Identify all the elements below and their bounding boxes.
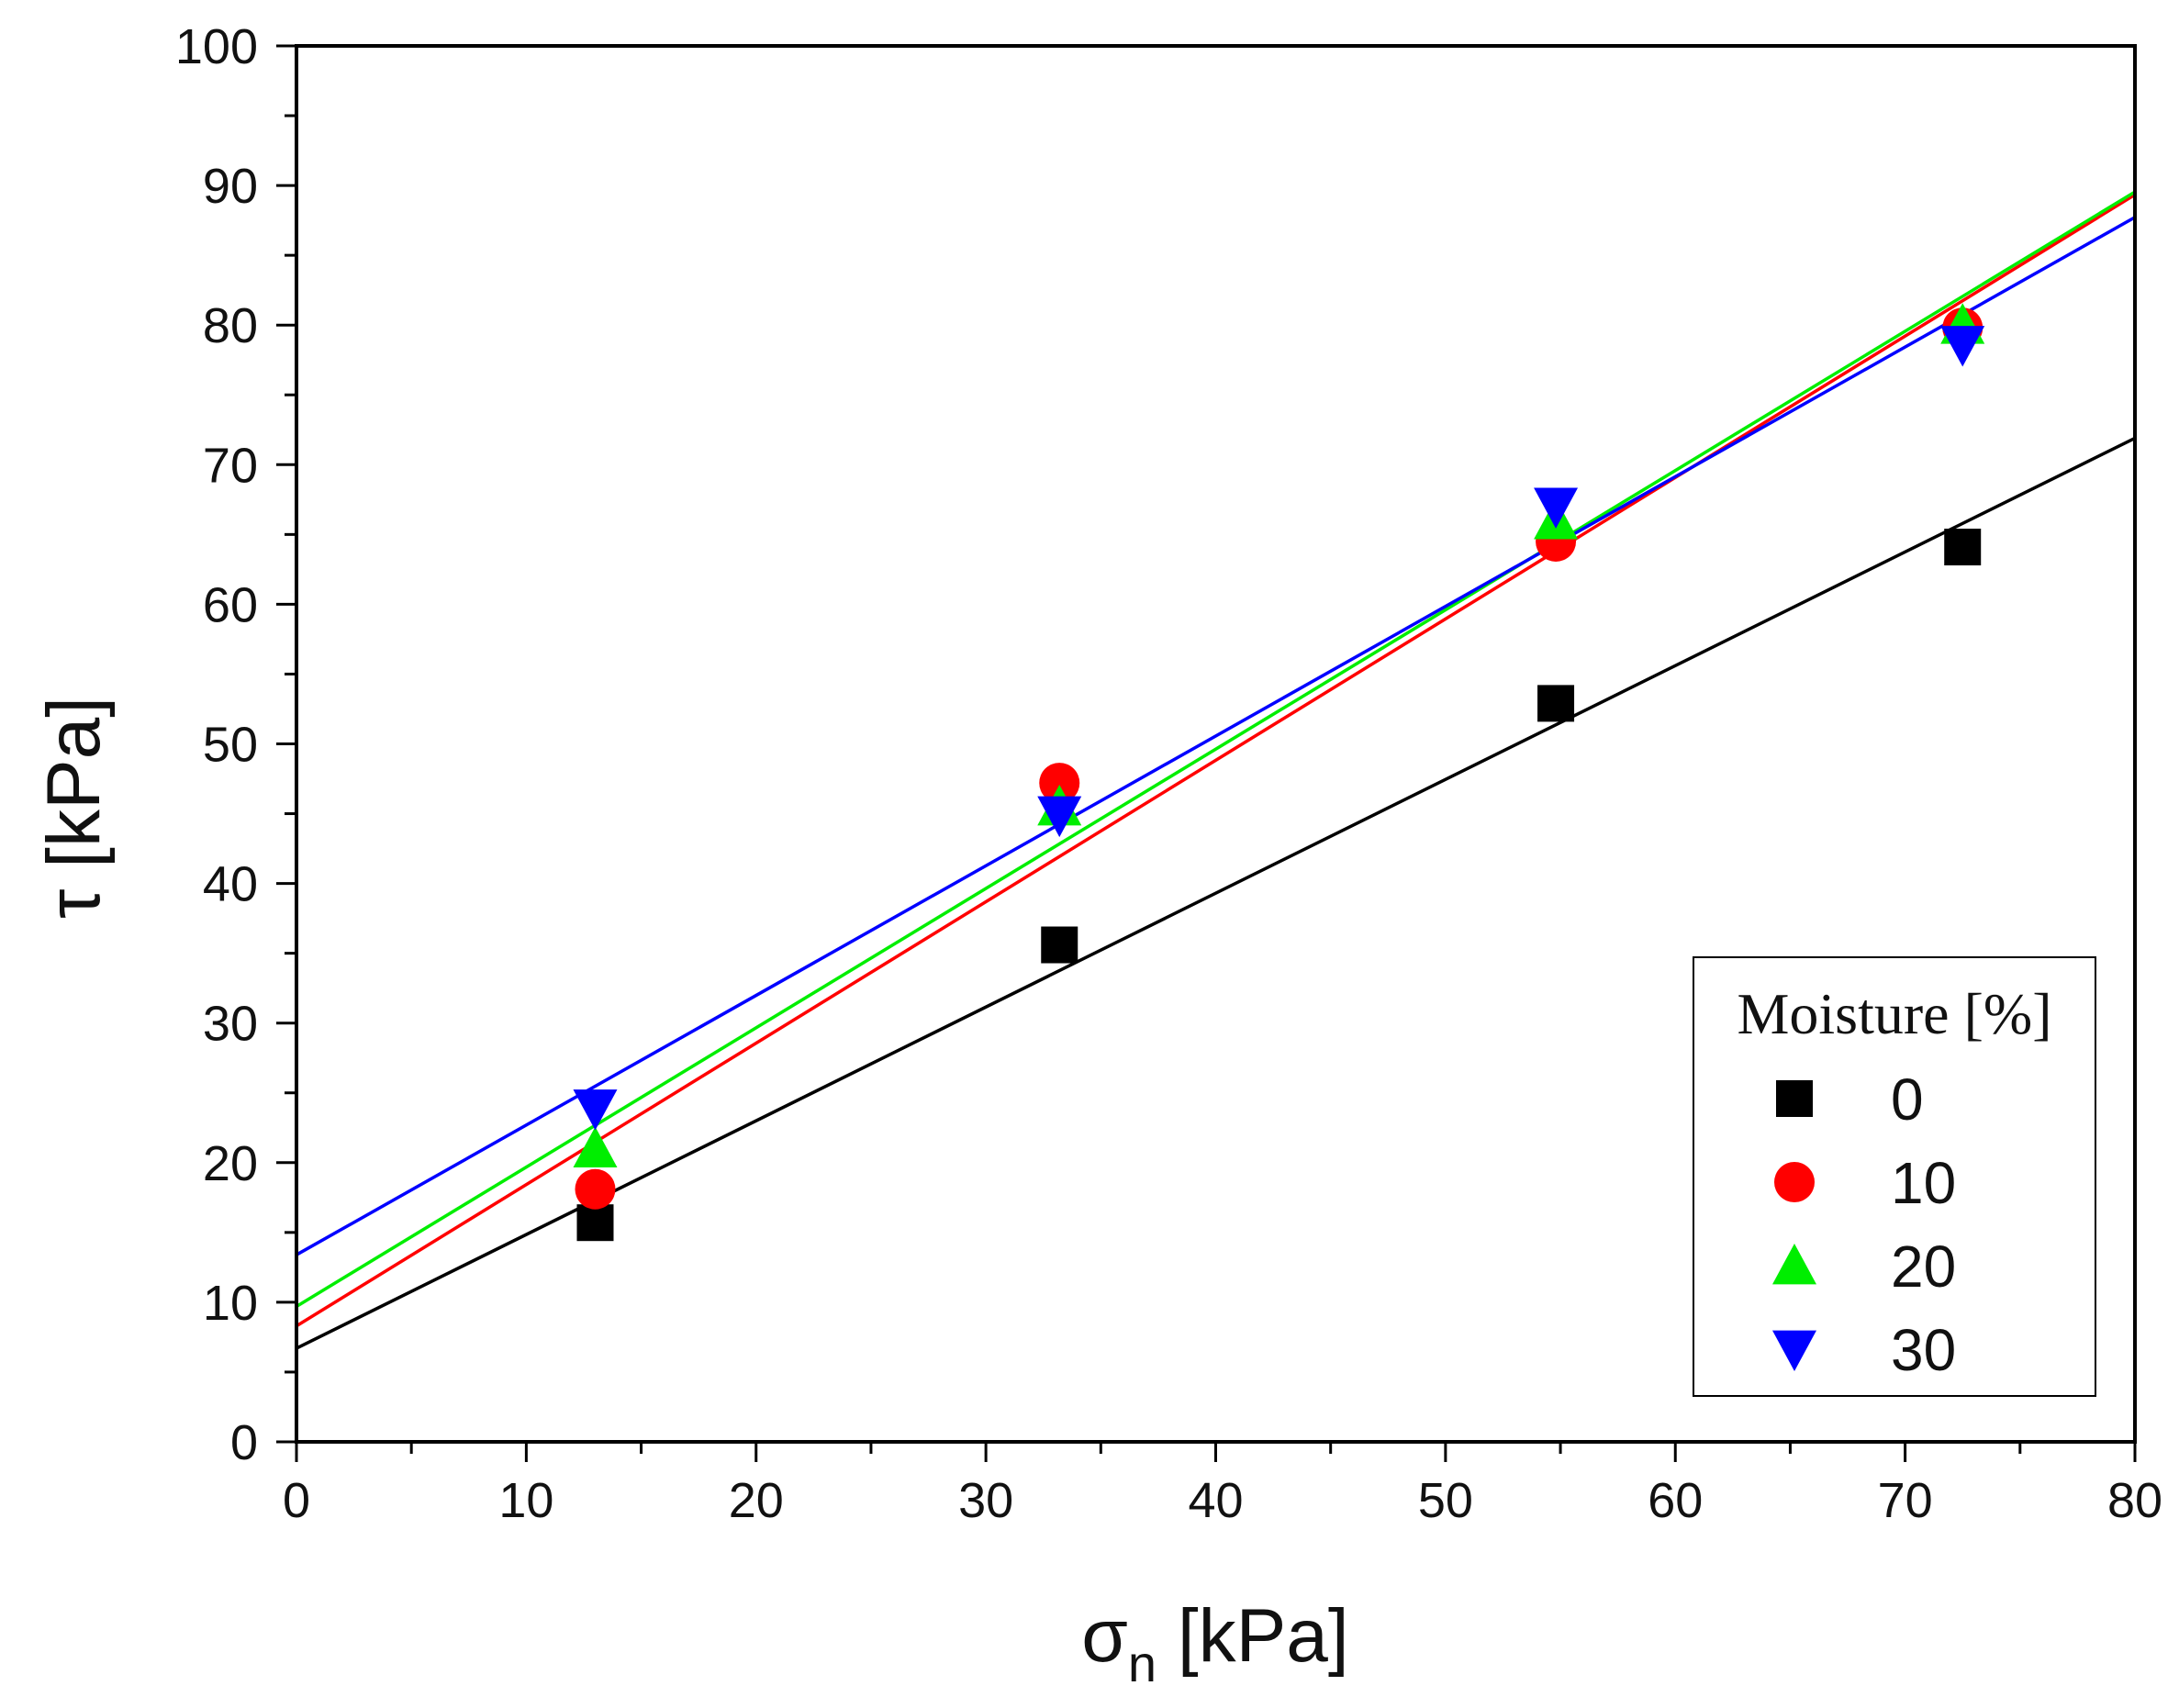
x-tick-label: 10 [498, 1473, 553, 1528]
x-axis-symbol: σ [1081, 1594, 1128, 1678]
data-point-0 [576, 1204, 614, 1242]
legend-label-20: 20 [1891, 1234, 1956, 1300]
legend-marker-30 [1772, 1330, 1816, 1371]
x-tick-label: 0 [283, 1473, 310, 1528]
legend-marker-20 [1772, 1244, 1816, 1285]
y-tick-label: 90 [203, 159, 258, 214]
legend-box [1693, 956, 2096, 1397]
y-tick-label: 100 [175, 19, 258, 74]
x-tick-label: 30 [958, 1473, 1013, 1528]
x-axis-subscript: n [1128, 1635, 1157, 1692]
y-tick-label: 80 [203, 298, 258, 353]
legend-label-0: 0 [1891, 1066, 1924, 1133]
data-point-10 [575, 1168, 616, 1210]
legend-label-10: 10 [1891, 1150, 1956, 1216]
data-point-10 [1039, 763, 1080, 804]
data-point-30 [1037, 796, 1082, 838]
legend-entries: 0 10 20 30 [1772, 1066, 1956, 1383]
data-point-20 [573, 1126, 618, 1167]
data-points [573, 303, 1985, 1242]
legend-marker-0 [1776, 1080, 1813, 1117]
y-axis-title: τ [kPa] [32, 697, 116, 919]
data-point-30 [1940, 326, 1985, 367]
y-tick-label: 20 [203, 1136, 258, 1191]
fit-line-30 [296, 216, 2136, 1256]
y-tick-label: 10 [203, 1276, 258, 1331]
data-point-0 [1041, 926, 1078, 964]
data-point-30 [573, 1089, 618, 1131]
y-tick-label: 30 [203, 997, 258, 1052]
data-point-0 [1537, 685, 1575, 722]
legend-label-30: 30 [1891, 1317, 1956, 1383]
x-tick-label: 80 [2107, 1473, 2162, 1528]
x-tick-label: 60 [1648, 1473, 1703, 1528]
x-axis-title: σn [kPa] [1081, 1594, 1348, 1692]
x-axis-unit: [kPa] [1157, 1594, 1349, 1678]
data-point-0 [1944, 529, 1982, 566]
y-tick-label: 70 [203, 438, 258, 493]
y-tick-label: 60 [203, 577, 258, 632]
y-tick-label: 40 [203, 857, 258, 912]
y-axis-symbol: τ [32, 889, 116, 919]
legend-marker-10 [1774, 1162, 1815, 1202]
y-axis-unit: [kPa] [32, 697, 116, 889]
axis-ticks [276, 44, 2137, 1462]
y-tick-label: 50 [203, 718, 258, 773]
x-tick-label: 20 [729, 1473, 784, 1528]
x-tick-label: 50 [1418, 1473, 1473, 1528]
x-tick-label: 40 [1188, 1473, 1243, 1528]
data-point-30 [1534, 487, 1579, 529]
legend: Moisture [%] 0 10 20 30 [1693, 956, 2096, 1397]
legend-title: Moisture [%] [1737, 981, 2051, 1046]
y-tick-label: 0 [230, 1415, 258, 1470]
fit-line-10 [296, 193, 2136, 1328]
fit-line-20 [296, 190, 2136, 1308]
x-tick-label: 70 [1878, 1473, 1933, 1528]
plot-frame [295, 44, 2137, 1444]
